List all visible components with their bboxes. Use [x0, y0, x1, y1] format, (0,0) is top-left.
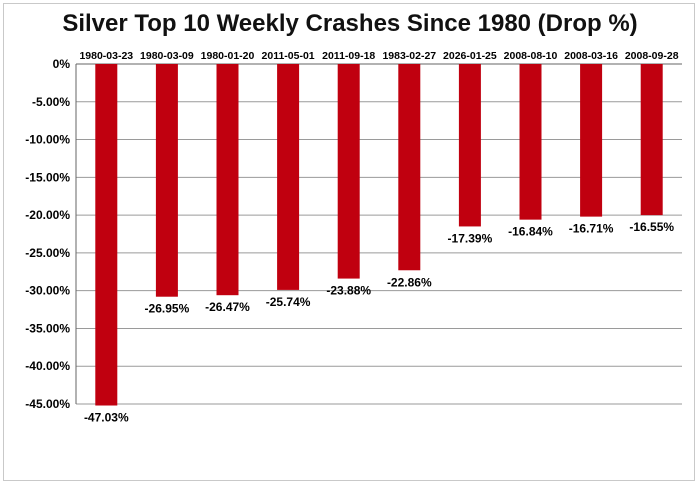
- category-label: 2008-09-28: [625, 50, 679, 62]
- data-label: -16.55%: [629, 220, 674, 234]
- bar: [216, 64, 239, 296]
- y-tick-label: -35.00%: [25, 321, 70, 335]
- chart-title: Silver Top 10 Weekly Crashes Since 1980 …: [62, 10, 638, 37]
- data-label: -23.88%: [326, 284, 371, 298]
- y-tick-label: -15.00%: [25, 170, 70, 184]
- y-tick-label: -20.00%: [25, 208, 70, 222]
- category-label: 2011-05-01: [262, 50, 315, 62]
- data-label: -16.71%: [569, 222, 614, 236]
- bar: [640, 64, 663, 216]
- data-label: -17.39%: [448, 231, 493, 245]
- y-tick-label: -25.00%: [25, 246, 70, 260]
- y-tick-label: -5.00%: [32, 95, 70, 109]
- y-tick-label: -30.00%: [25, 284, 70, 298]
- category-label: 2011-09-18: [322, 50, 375, 62]
- y-tick-label: -10.00%: [25, 133, 70, 147]
- data-label: -26.47%: [205, 300, 250, 314]
- bar: [398, 64, 421, 271]
- y-tick-label: -40.00%: [25, 359, 70, 373]
- data-label: -26.95%: [145, 302, 190, 316]
- bar: [155, 64, 178, 297]
- bar: [95, 64, 118, 406]
- bar: [458, 64, 481, 227]
- category-label: 1980-01-20: [201, 50, 255, 62]
- bar: [277, 64, 300, 290]
- category-label: 2008-03-16: [564, 50, 618, 62]
- data-label: -22.86%: [387, 275, 432, 289]
- category-label: 1980-03-23: [79, 50, 133, 62]
- category-label: 2026-01-25: [443, 50, 497, 62]
- data-label: -47.03%: [84, 411, 129, 425]
- category-label: 1980-03-09: [140, 50, 194, 62]
- bar: [580, 64, 603, 217]
- y-tick-label: -45.00%: [25, 397, 70, 411]
- category-label: 1983-02-27: [382, 50, 436, 62]
- data-label: -16.84%: [508, 225, 553, 239]
- category-label: 2008-08-10: [504, 50, 558, 62]
- bar: [519, 64, 542, 220]
- data-label: -25.74%: [266, 295, 311, 309]
- y-tick-label: 0%: [53, 57, 71, 71]
- bar: [337, 64, 360, 279]
